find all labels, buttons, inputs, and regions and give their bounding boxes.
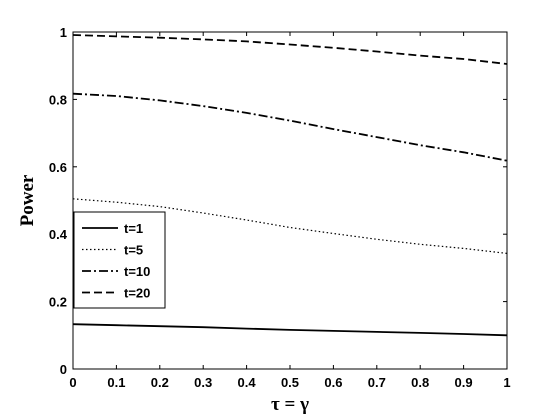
series-line-t10 — [72, 92, 508, 162]
x-tick-label: 0 — [69, 375, 76, 390]
x-axis-title: τ = γ — [271, 394, 309, 415]
y-tick-label: 0.2 — [49, 295, 67, 310]
x-tick-label: 0.5 — [281, 375, 299, 390]
series-layer — [72, 34, 508, 337]
x-tick-label: 0.4 — [238, 375, 257, 390]
series-line-t5 — [72, 198, 508, 254]
y-tick-label: 1 — [60, 25, 67, 40]
x-tick-label: 0.6 — [324, 375, 342, 390]
legend-label: t=1 — [124, 221, 143, 236]
x-tick-label: 1 — [503, 375, 510, 390]
series-line-t20 — [72, 34, 508, 65]
x-tick-label: 0.1 — [107, 375, 125, 390]
y-axis-title: Power — [17, 174, 38, 226]
y-tick-label: 0.8 — [49, 92, 67, 107]
x-tick-label: 0.2 — [151, 375, 169, 390]
legend-box — [73, 211, 166, 309]
x-tick-label: 0.7 — [368, 375, 386, 390]
legend-label: t=20 — [124, 286, 150, 301]
y-tick-label: 0 — [60, 362, 67, 377]
series-line-t1 — [72, 323, 508, 337]
x-tick-label: 0.3 — [194, 375, 212, 390]
y-tick-label: 0.4 — [49, 227, 68, 242]
x-tick-label: 0.9 — [455, 375, 473, 390]
ticks-layer: 0 0.1 0.2 0.3 0.4 0.5 0.6 0.7 0.8 0.9 1 0 0.2 0.4 0.6 0… — [49, 25, 511, 390]
legend: t=1 t=5 t=10 t=20 — [73, 211, 166, 309]
y-tick-label: 0.6 — [49, 160, 67, 175]
x-tick-label: 0.8 — [411, 375, 429, 390]
legend-label: t=5 — [124, 243, 143, 258]
plot-frame — [72, 31, 508, 370]
legend-label: t=10 — [124, 264, 150, 279]
